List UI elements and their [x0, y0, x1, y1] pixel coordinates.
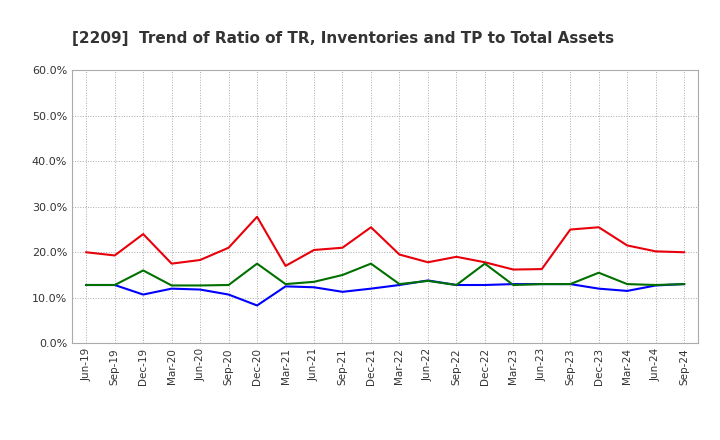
Trade Payables: [338, 272, 347, 278]
Trade Receivables: [82, 249, 91, 255]
Trade Receivables: [253, 214, 261, 220]
Inventories: [452, 282, 461, 288]
Trade Receivables: [366, 224, 375, 230]
Inventories: [537, 282, 546, 287]
Inventories: [167, 286, 176, 291]
Inventories: [310, 285, 318, 290]
Inventories: [366, 286, 375, 291]
Inventories: [652, 283, 660, 288]
Trade Receivables: [623, 243, 631, 248]
Trade Payables: [366, 261, 375, 266]
Trade Receivables: [652, 249, 660, 254]
Trade Receivables: [167, 261, 176, 266]
Line: Trade Receivables: Trade Receivables: [86, 217, 684, 270]
Trade Payables: [509, 282, 518, 288]
Trade Receivables: [196, 257, 204, 263]
Trade Receivables: [225, 245, 233, 250]
Trade Payables: [253, 261, 261, 266]
Trade Payables: [196, 283, 204, 288]
Inventories: [680, 282, 688, 287]
Trade Payables: [652, 282, 660, 288]
Trade Payables: [452, 282, 461, 288]
Inventories: [82, 282, 91, 288]
Inventories: [480, 282, 489, 288]
Trade Receivables: [509, 267, 518, 272]
Line: Inventories: Inventories: [86, 280, 684, 305]
Inventories: [423, 278, 432, 283]
Trade Payables: [537, 282, 546, 287]
Trade Payables: [110, 282, 119, 288]
Trade Payables: [139, 268, 148, 273]
Inventories: [595, 286, 603, 291]
Inventories: [110, 282, 119, 288]
Text: [2209]  Trend of Ratio of TR, Inventories and TP to Total Assets: [2209] Trend of Ratio of TR, Inventories…: [72, 31, 614, 46]
Trade Receivables: [310, 247, 318, 253]
Trade Payables: [225, 282, 233, 288]
Trade Receivables: [480, 260, 489, 265]
Trade Receivables: [566, 227, 575, 232]
Inventories: [623, 288, 631, 293]
Inventories: [338, 289, 347, 294]
Trade Receivables: [338, 245, 347, 250]
Trade Payables: [395, 282, 404, 287]
Trade Payables: [82, 282, 91, 288]
Inventories: [139, 292, 148, 297]
Trade Receivables: [423, 260, 432, 265]
Trade Payables: [423, 278, 432, 283]
Inventories: [395, 282, 404, 288]
Trade Receivables: [680, 249, 688, 255]
Trade Receivables: [537, 267, 546, 272]
Inventories: [225, 292, 233, 297]
Trade Receivables: [452, 254, 461, 260]
Trade Payables: [595, 270, 603, 275]
Inventories: [509, 282, 518, 287]
Trade Receivables: [110, 253, 119, 258]
Trade Receivables: [139, 231, 148, 237]
Trade Payables: [282, 282, 290, 287]
Trade Receivables: [395, 252, 404, 257]
Line: Trade Payables: Trade Payables: [86, 264, 684, 286]
Inventories: [253, 303, 261, 308]
Trade Payables: [566, 282, 575, 287]
Trade Payables: [310, 279, 318, 285]
Inventories: [196, 287, 204, 292]
Trade Payables: [480, 261, 489, 266]
Trade Payables: [167, 283, 176, 288]
Trade Payables: [623, 282, 631, 287]
Trade Receivables: [282, 263, 290, 268]
Trade Payables: [680, 282, 688, 287]
Trade Receivables: [595, 224, 603, 230]
Inventories: [282, 284, 290, 289]
Inventories: [566, 282, 575, 287]
